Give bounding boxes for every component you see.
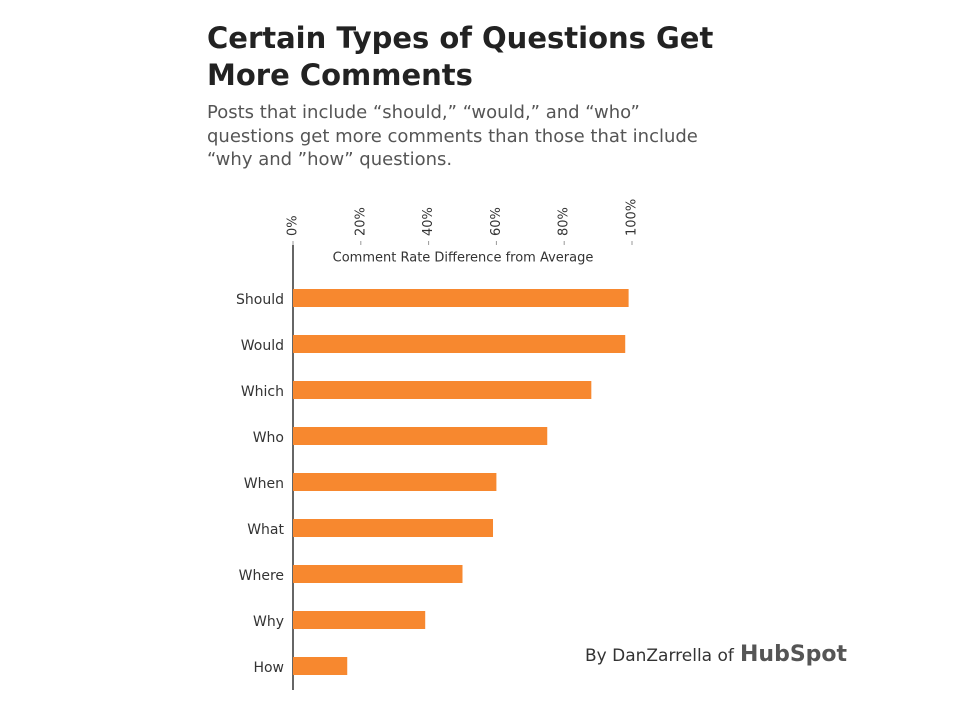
x-tick-label: 0% bbox=[286, 215, 301, 236]
bar bbox=[293, 289, 629, 307]
bar bbox=[293, 427, 548, 445]
logo: HubSpot bbox=[740, 642, 848, 667]
x-tick-label: 100% bbox=[625, 199, 640, 236]
subtitle: “why and ”how” questions. bbox=[207, 149, 452, 170]
subtitle: questions get more comments than those t… bbox=[207, 126, 698, 147]
bar bbox=[293, 565, 463, 583]
subtitle: Posts that include “should,” “would,” an… bbox=[207, 102, 640, 123]
y-tick-label: What bbox=[247, 522, 284, 538]
chart-title: Certain Types of Questions Get bbox=[207, 21, 713, 55]
y-tick-label: Which bbox=[241, 384, 284, 400]
bar bbox=[293, 335, 626, 353]
credit: By DanZarrella of bbox=[585, 646, 735, 666]
y-tick-label: When bbox=[244, 476, 284, 492]
x-tick-label: 80% bbox=[557, 207, 572, 236]
y-tick-label: Who bbox=[253, 430, 284, 446]
chart-title: More Comments bbox=[207, 58, 473, 92]
axis-label: Comment Rate Difference from Average bbox=[333, 251, 594, 266]
bar bbox=[293, 657, 348, 675]
y-tick-label: Should bbox=[236, 292, 284, 308]
x-tick-label: 40% bbox=[421, 207, 436, 236]
y-tick-label: How bbox=[253, 660, 284, 676]
y-tick-label: Would bbox=[241, 338, 284, 354]
y-tick-label: Where bbox=[239, 568, 284, 584]
bar bbox=[293, 519, 494, 537]
x-tick-label: 60% bbox=[489, 207, 504, 236]
bar bbox=[293, 473, 497, 491]
bar bbox=[293, 381, 592, 399]
bar bbox=[293, 611, 426, 629]
y-tick-label: Why bbox=[253, 614, 284, 630]
x-tick-label: 20% bbox=[353, 207, 368, 236]
